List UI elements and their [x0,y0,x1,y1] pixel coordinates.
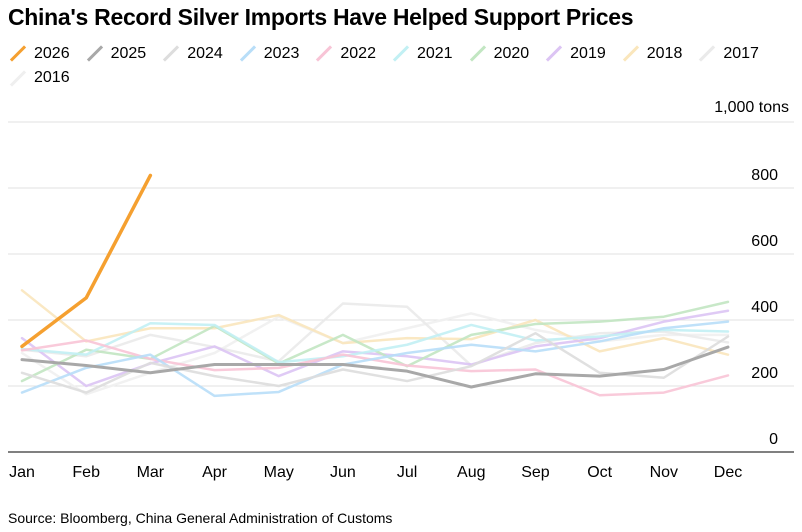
x-tick-label: Nov [650,464,678,481]
chart-legend: 2026 2025 2024 2023 2022 2021 2020 2019 2018 2017… [8,40,788,89]
legend-label: 2022 [340,44,376,62]
legend-item: 2019 [544,43,606,65]
legend-item: 2018 [621,43,683,65]
x-tick-label: Feb [72,464,100,481]
series-lines [20,173,730,398]
legend-item: 2017 [697,43,759,65]
legend-label: 2023 [263,44,300,62]
x-tick-label: Dec [714,464,742,481]
legend-item: 2024 [161,43,223,65]
x-tick-label: Aug [457,464,485,481]
legend-label: 2021 [416,44,453,62]
legend-label: 2019 [570,44,606,62]
legend-item: 2023 [238,43,300,65]
x-tick-label: Jan [9,464,35,481]
x-tick-label: Mar [137,464,165,481]
series-line-2018 [20,289,730,356]
y-tick-label: 200 [751,365,778,382]
legend-item: 2026 [8,43,70,65]
chart-title: China's Record Silver Imports Have Helpe… [8,4,634,30]
legend-item: 2021 [391,43,453,65]
x-tick-label: May [264,464,294,481]
legend-label: 2017 [723,44,759,62]
series-line-2017 [20,302,730,367]
legend-label: 2018 [646,44,683,62]
x-tick-label: Sep [521,464,550,481]
legend-item: 2016 [8,67,70,89]
y-tick-label: 400 [751,299,778,316]
legend-label: 2020 [493,44,530,62]
gridlines [8,121,794,453]
y-axis-tick-labels: 0 200 400 600 800 1,000 tons [714,99,789,448]
legend-label: 2016 [34,69,70,86]
y-axis-unit-label: 1,000 tons [714,99,789,116]
legend-item: 2025 [85,43,147,65]
x-tick-label: Apr [202,464,228,481]
series-line-2023 [20,320,730,398]
y-tick-label: 0 [769,431,778,448]
x-tick-label: Jun [330,464,356,481]
x-tick-label: Oct [587,464,612,481]
legend-label: 2026 [34,44,70,62]
legend-item: 2020 [468,43,530,65]
legend-label: 2025 [110,44,147,62]
series-line-2026 [20,173,153,349]
x-axis-tick-labels: Jan Feb Mar Apr May Jun Jul Aug Sep Oct Nov Dec [9,464,742,481]
legend-label: 2024 [187,44,223,62]
legend-item: 2022 [314,43,376,65]
y-tick-label: 800 [751,167,778,184]
y-tick-label: 600 [751,233,778,250]
series-line-2021 [20,322,730,364]
source-note: Source: Bloomberg, China General Adminis… [8,510,393,526]
series-line-2025 [20,345,730,389]
x-tick-label: Jul [397,464,417,481]
